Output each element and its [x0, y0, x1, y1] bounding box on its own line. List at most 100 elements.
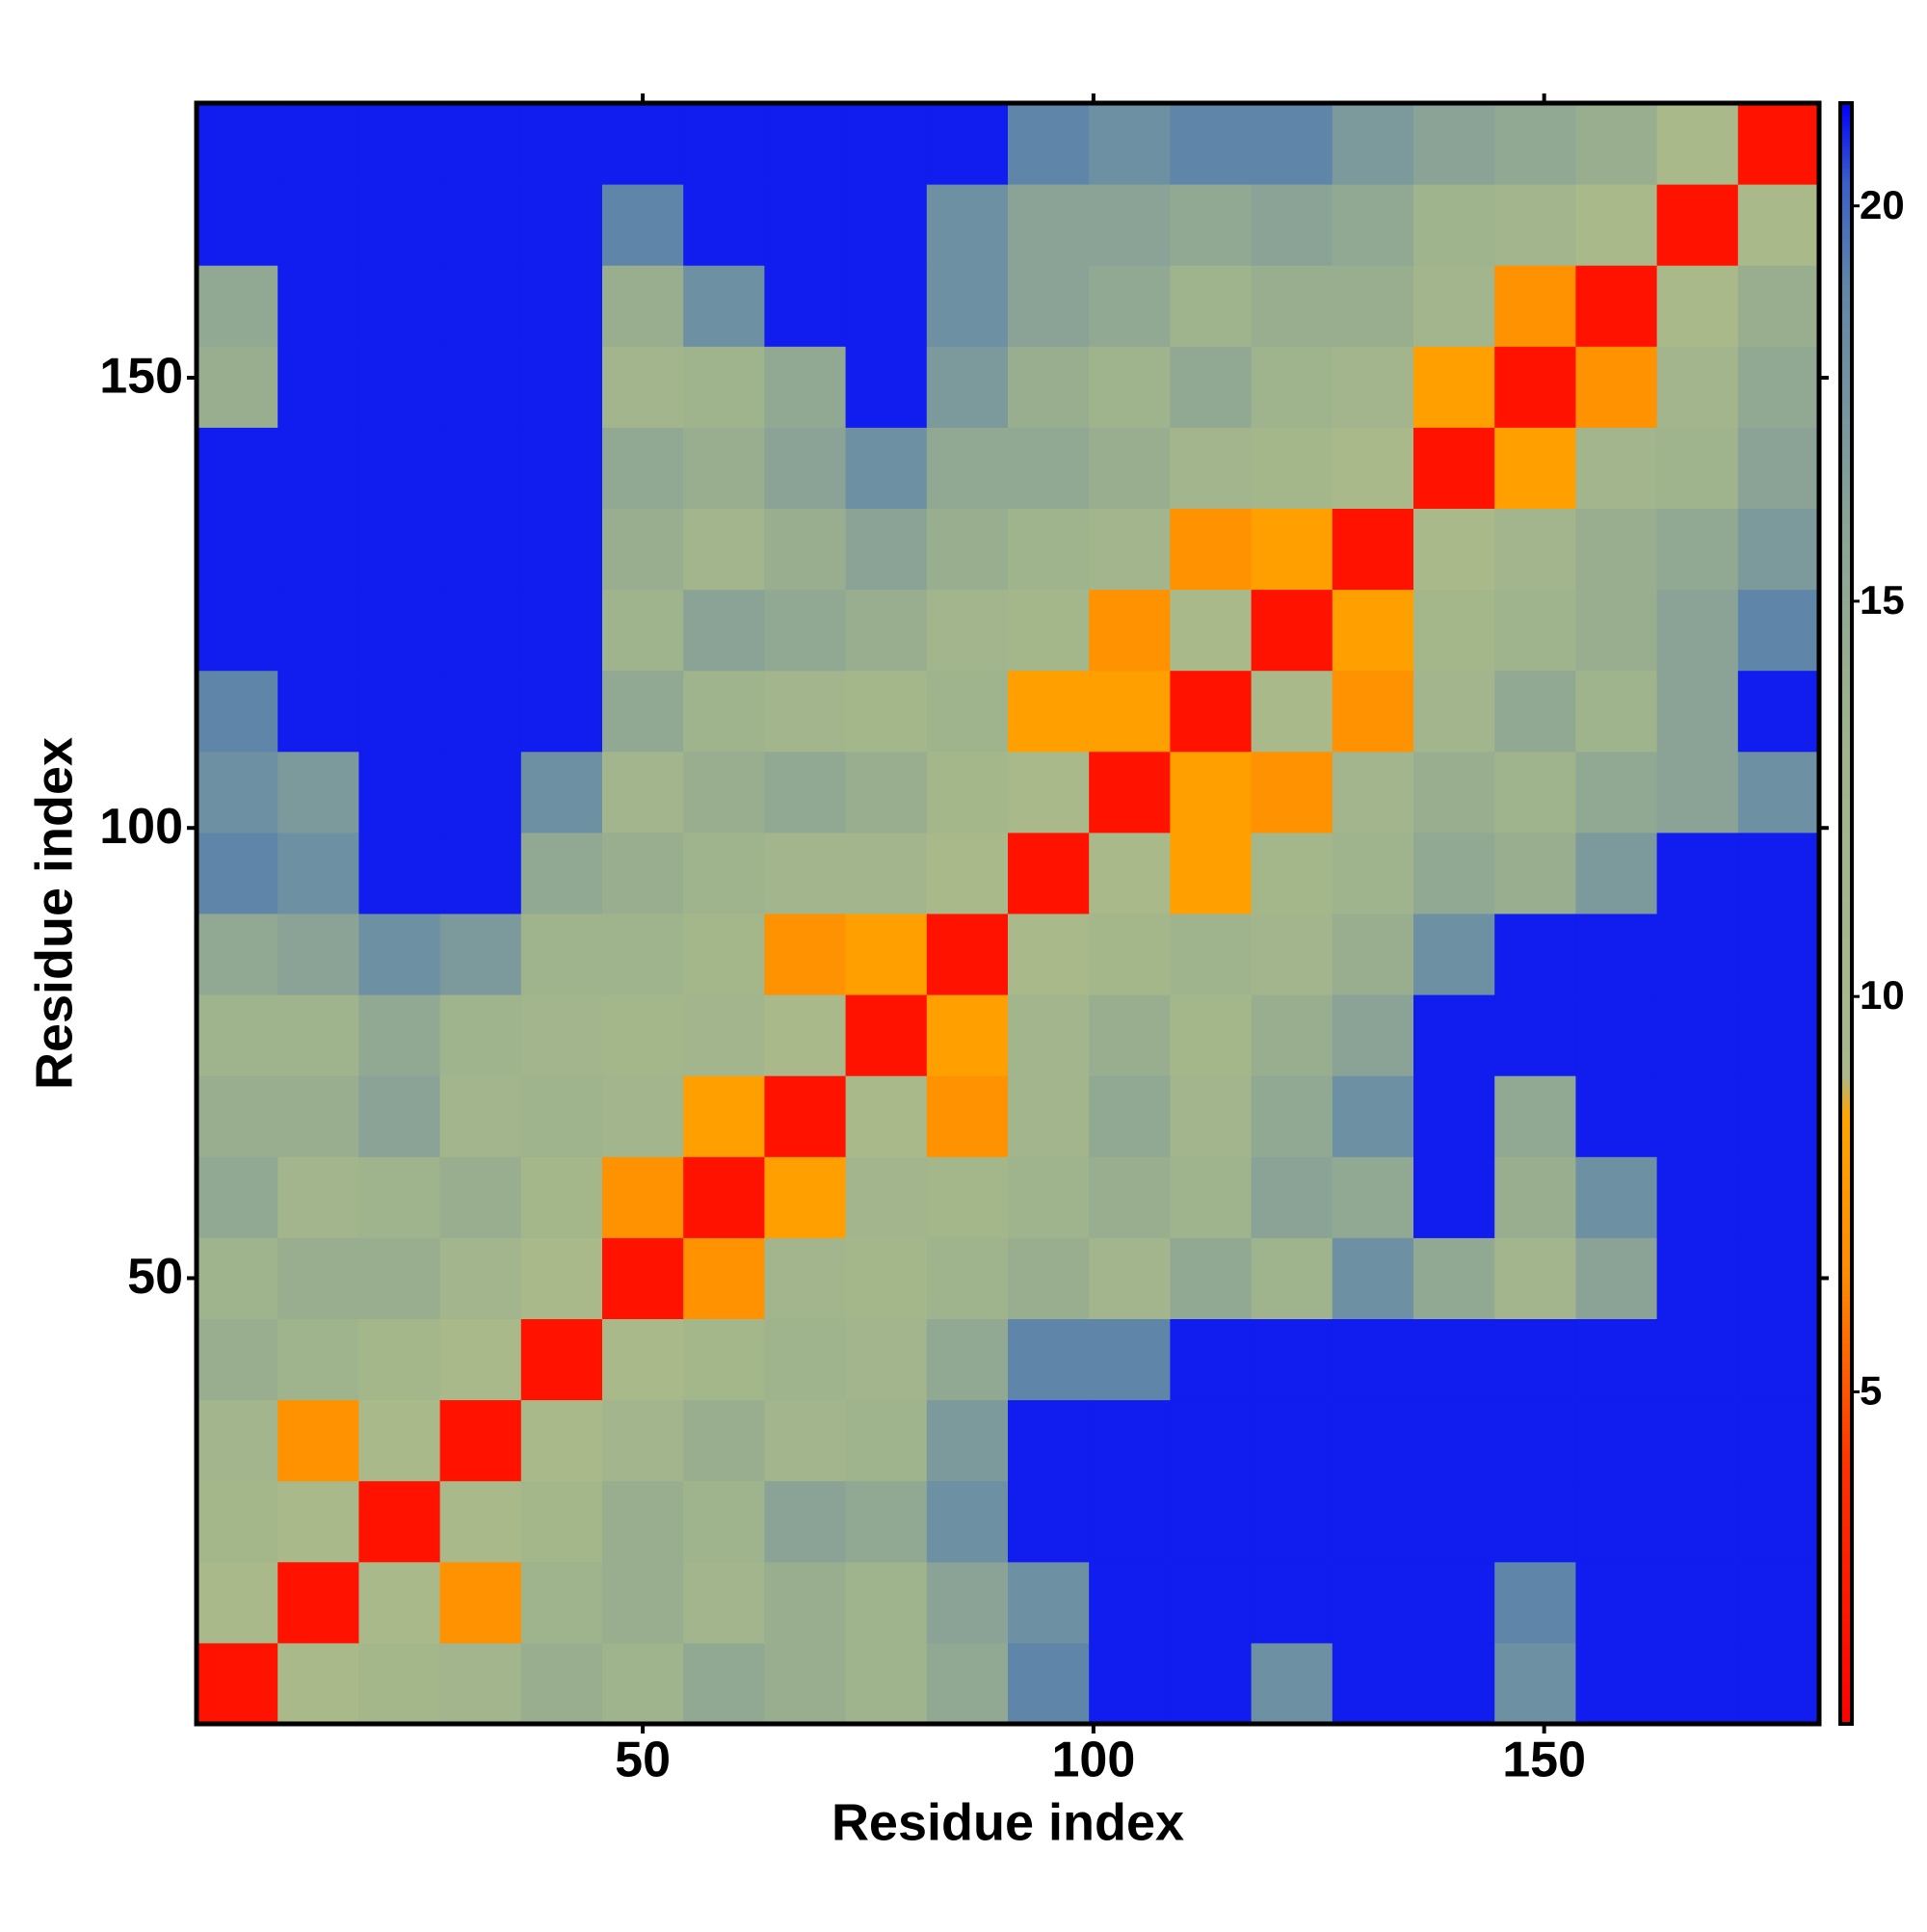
- heatmap-cell: [1413, 1561, 1495, 1644]
- heatmap-cell: [277, 346, 359, 428]
- heatmap-cell: [520, 1237, 603, 1319]
- heatmap-cell: [1008, 994, 1090, 1076]
- heatmap-cell: [683, 346, 765, 428]
- heatmap-cell: [277, 1480, 359, 1563]
- heatmap-cell: [1008, 1480, 1090, 1563]
- heatmap-cell: [1170, 1075, 1253, 1157]
- heatmap-cell: [683, 1399, 765, 1482]
- heatmap-cell: [1089, 832, 1171, 914]
- heatmap-cell: [764, 103, 847, 185]
- heatmap-cell: [1089, 1480, 1171, 1563]
- heatmap-cell: [1737, 346, 1820, 428]
- heatmap-cell: [1251, 1156, 1333, 1238]
- heatmap-cell: [1494, 670, 1576, 753]
- heatmap-cell: [277, 508, 359, 591]
- heatmap-cell: [1089, 1642, 1171, 1725]
- heatmap-cell: [277, 1075, 359, 1157]
- heatmap-cell: [683, 1237, 765, 1319]
- heatmap-cell: [1575, 103, 1658, 185]
- heatmap-cell: [602, 1318, 684, 1401]
- heatmap-cell: [1656, 184, 1739, 266]
- heatmap-cell: [1332, 1075, 1414, 1157]
- heatmap-cell: [1575, 1399, 1658, 1482]
- x-axis-title: Residue index: [832, 1793, 1184, 1851]
- heatmap-cell: [1170, 751, 1253, 834]
- heatmap-cell: [1413, 589, 1495, 672]
- heatmap-cell: [439, 1642, 522, 1725]
- heatmap-cell: [439, 1480, 522, 1563]
- heatmap-cell: [277, 184, 359, 266]
- heatmap-cell: [1575, 589, 1658, 672]
- heatmap-cell: [1575, 265, 1658, 347]
- heatmap-cell: [1413, 103, 1495, 185]
- heatmap-cell: [602, 1642, 684, 1725]
- heatmap-cell: [1413, 1399, 1495, 1482]
- heatmap-cell: [602, 184, 684, 266]
- heatmap-cell: [1170, 832, 1253, 914]
- heatmap-cell: [358, 184, 441, 266]
- heatmap-cell: [926, 184, 1009, 266]
- heatmap-cell: [1089, 670, 1171, 753]
- y-tick-label: 100: [99, 799, 183, 855]
- heatmap-cell: [1251, 832, 1333, 914]
- heatmap-cell: [683, 1480, 765, 1563]
- heatmap-cell: [1089, 346, 1171, 428]
- heatmap-cell: [1737, 913, 1820, 995]
- heatmap-cell: [1413, 1318, 1495, 1401]
- heatmap-cell: [1170, 346, 1253, 428]
- y-tick-label: 150: [99, 349, 183, 405]
- heatmap-cell: [358, 1642, 441, 1725]
- heatmap-cell: [197, 1318, 278, 1401]
- heatmap-cell: [1332, 832, 1414, 914]
- heatmap-cell: [1494, 751, 1576, 834]
- heatmap-cell: [1575, 427, 1658, 509]
- heatmap-cell: [926, 589, 1009, 672]
- heatmap-cell: [358, 994, 441, 1076]
- heatmap-cell: [439, 427, 522, 509]
- heatmap-cell: [926, 994, 1009, 1076]
- heatmap-cell: [1494, 1561, 1576, 1644]
- heatmap-cell: [197, 994, 278, 1076]
- heatmap-cell: [277, 1156, 359, 1238]
- heatmap-cell: [1575, 832, 1658, 914]
- heatmap-cell: [1494, 1237, 1576, 1319]
- heatmap-cell: [1575, 508, 1658, 591]
- heatmap-cell: [1251, 103, 1333, 185]
- heatmap-cell: [520, 103, 603, 185]
- heatmap-cell: [1737, 508, 1820, 591]
- heatmap-cell: [1575, 1480, 1658, 1563]
- heatmap-cell: [1656, 994, 1739, 1076]
- heatmap-cell: [602, 589, 684, 672]
- heatmap-cell: [197, 589, 278, 672]
- heatmap-cell: [1332, 265, 1414, 347]
- heatmap-cell: [1737, 184, 1820, 266]
- heatmap-cell: [764, 1399, 847, 1482]
- heatmap-cell: [277, 1399, 359, 1482]
- heatmap-cell: [1737, 1075, 1820, 1157]
- heatmap-cell: [1251, 751, 1333, 834]
- heatmap-cell: [1170, 1561, 1253, 1644]
- heatmap-cell: [602, 1237, 684, 1319]
- heatmap-cell: [845, 508, 928, 591]
- heatmap-cell: [764, 508, 847, 591]
- heatmap-cell: [1170, 589, 1253, 672]
- heatmap-cell: [1737, 1318, 1820, 1401]
- heatmap-cell: [1737, 751, 1820, 834]
- heatmap-cell: [1656, 589, 1739, 672]
- heatmap-cell: [1170, 1156, 1253, 1238]
- heatmap-cell: [602, 1156, 684, 1238]
- heatmap-cell: [602, 1480, 684, 1563]
- heatmap-cell: [520, 1561, 603, 1644]
- heatmap-cell: [1332, 427, 1414, 509]
- heatmap-cell: [277, 751, 359, 834]
- heatmap-cell: [1656, 1561, 1739, 1644]
- heatmap-cell: [926, 103, 1009, 185]
- heatmap-cell: [1332, 1480, 1414, 1563]
- heatmap-cell: [1575, 913, 1658, 995]
- heatmap-cell: [197, 751, 278, 834]
- heatmap-cell: [358, 1480, 441, 1563]
- heatmap-cell: [602, 346, 684, 428]
- heatmap-cell: [845, 1642, 928, 1725]
- heatmap-cell: [197, 427, 278, 509]
